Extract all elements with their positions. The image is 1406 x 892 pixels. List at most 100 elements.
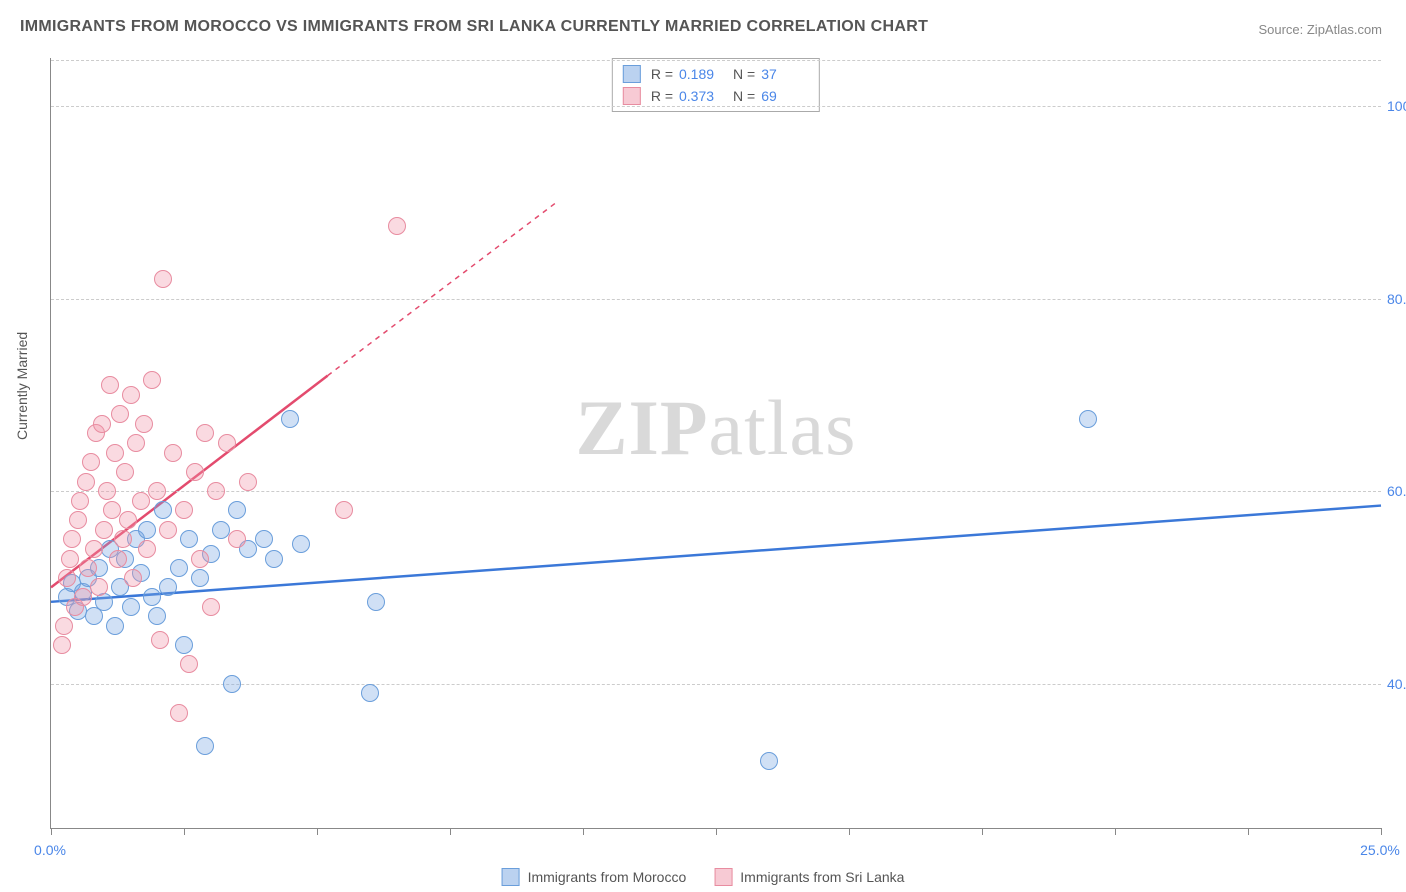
data-point: [95, 521, 113, 539]
data-point: [82, 453, 100, 471]
data-point: [106, 617, 124, 635]
legend-r-value: 0.373: [679, 85, 723, 107]
data-point: [159, 521, 177, 539]
legend-swatch: [623, 65, 641, 83]
data-point: [292, 535, 310, 553]
data-point: [132, 492, 150, 510]
y-tick-label: 100.0%: [1387, 98, 1406, 114]
legend-r-label: R =: [651, 85, 673, 107]
data-point: [58, 569, 76, 587]
data-point: [151, 631, 169, 649]
data-point: [77, 473, 95, 491]
data-point: [191, 550, 209, 568]
legend-label: Immigrants from Sri Lanka: [740, 869, 904, 885]
gridline: [51, 491, 1381, 492]
data-point: [138, 521, 156, 539]
source-label: Source: ZipAtlas.com: [1258, 22, 1382, 37]
x-tick: [1248, 828, 1249, 835]
data-point: [239, 473, 257, 491]
data-point: [361, 684, 379, 702]
legend-n-value: 69: [761, 85, 805, 107]
data-point: [367, 593, 385, 611]
data-point: [71, 492, 89, 510]
data-point: [191, 569, 209, 587]
data-point: [760, 752, 778, 770]
data-point: [79, 559, 97, 577]
data-point: [1079, 410, 1097, 428]
data-point: [154, 501, 172, 519]
x-tick: [51, 828, 52, 835]
legend-item: Immigrants from Sri Lanka: [714, 868, 904, 886]
legend-r-value: 0.189: [679, 63, 723, 85]
data-point: [90, 578, 108, 596]
data-point: [53, 636, 71, 654]
legend-n-label: N =: [733, 85, 755, 107]
legend-swatch: [623, 87, 641, 105]
plot-area: ZIPatlas R = 0.189 N = 37 R = 0.373 N = …: [50, 58, 1381, 829]
data-point: [69, 511, 87, 529]
data-point: [170, 559, 188, 577]
data-point: [74, 588, 92, 606]
data-point: [175, 501, 193, 519]
data-point: [164, 444, 182, 462]
data-point: [223, 675, 241, 693]
legend-label: Immigrants from Morocco: [528, 869, 687, 885]
data-point: [255, 530, 273, 548]
x-tick-label: 0.0%: [34, 842, 66, 858]
legend-n-value: 37: [761, 63, 805, 85]
data-point: [228, 501, 246, 519]
x-tick: [716, 828, 717, 835]
data-point: [143, 588, 161, 606]
data-point: [93, 415, 111, 433]
x-tick: [184, 828, 185, 835]
y-tick-label: 80.0%: [1387, 291, 1406, 307]
data-point: [159, 578, 177, 596]
regression-lines: [51, 58, 1381, 828]
data-point: [61, 550, 79, 568]
legend-correlation: R = 0.189 N = 37 R = 0.373 N = 69: [612, 58, 820, 112]
data-point: [138, 540, 156, 558]
x-tick: [1115, 828, 1116, 835]
data-point: [281, 410, 299, 428]
gridline: [51, 106, 1381, 107]
legend-swatch: [502, 868, 520, 886]
data-point: [116, 463, 134, 481]
x-tick: [1381, 828, 1382, 835]
x-tick: [317, 828, 318, 835]
data-point: [135, 415, 153, 433]
data-point: [388, 217, 406, 235]
data-point: [106, 444, 124, 462]
x-tick: [982, 828, 983, 835]
legend-swatch: [714, 868, 732, 886]
y-tick-label: 60.0%: [1387, 483, 1406, 499]
data-point: [85, 540, 103, 558]
data-point: [63, 530, 81, 548]
data-point: [122, 386, 140, 404]
gridline: [51, 60, 1381, 61]
data-point: [148, 482, 166, 500]
legend-row: R = 0.189 N = 37: [623, 63, 805, 85]
x-tick-label: 25.0%: [1360, 842, 1400, 858]
y-axis-label: Currently Married: [14, 332, 30, 440]
data-point: [101, 376, 119, 394]
data-point: [154, 270, 172, 288]
data-point: [114, 530, 132, 548]
data-point: [148, 607, 166, 625]
data-point: [180, 530, 198, 548]
data-point: [228, 530, 246, 548]
data-point: [109, 550, 127, 568]
legend-r-label: R =: [651, 63, 673, 85]
chart-title: IMMIGRANTS FROM MOROCCO VS IMMIGRANTS FR…: [20, 18, 928, 36]
data-point: [55, 617, 73, 635]
data-point: [196, 737, 214, 755]
y-tick-label: 40.0%: [1387, 676, 1406, 692]
legend-item: Immigrants from Morocco: [502, 868, 687, 886]
data-point: [124, 569, 142, 587]
x-tick: [849, 828, 850, 835]
gridline: [51, 299, 1381, 300]
legend-n-label: N =: [733, 63, 755, 85]
data-point: [143, 371, 161, 389]
data-point: [335, 501, 353, 519]
data-point: [207, 482, 225, 500]
data-point: [127, 434, 145, 452]
